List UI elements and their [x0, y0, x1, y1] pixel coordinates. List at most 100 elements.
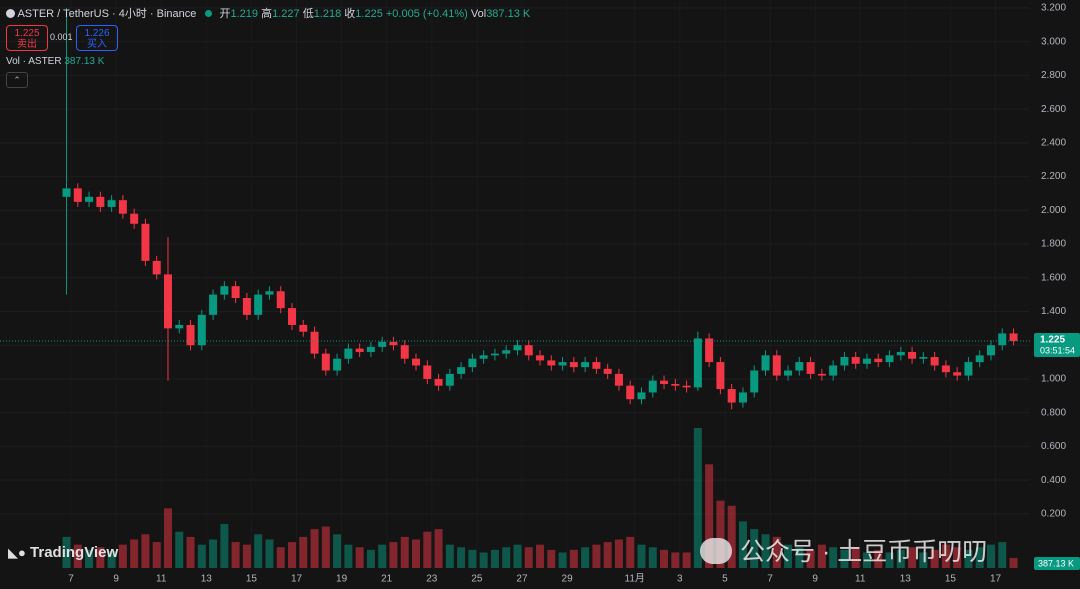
- volume-label-box: [1034, 557, 1080, 570]
- candle-body: [569, 362, 578, 368]
- candle-body: [344, 348, 353, 359]
- candle-body: [603, 368, 612, 374]
- candle-body: [321, 353, 330, 371]
- candle-body: [242, 297, 251, 315]
- candle-body: [490, 353, 499, 356]
- x-tick-label: 25: [471, 574, 483, 585]
- candle-body: [445, 373, 454, 386]
- volume-bar: [490, 549, 499, 568]
- volume-bar: [862, 552, 871, 568]
- candle-body: [795, 362, 804, 371]
- volume-bar: [761, 534, 770, 568]
- collapse-button[interactable]: ⌃: [6, 72, 28, 88]
- volume-bar: [276, 547, 285, 568]
- candle-body: [152, 260, 161, 275]
- candle-body: [73, 188, 82, 202]
- x-tick-label: 29: [562, 574, 574, 585]
- open-value: 1.219: [230, 8, 259, 20]
- y-tick-label: 2.600: [1041, 104, 1066, 115]
- candle-body: [310, 331, 319, 354]
- volume-bar: [795, 547, 804, 568]
- candle-body: [874, 358, 883, 363]
- candle-body: [806, 362, 815, 374]
- volume-bar: [682, 552, 691, 568]
- volume-bar: [389, 542, 398, 568]
- volume-legend-name: Vol · ASTER: [6, 56, 62, 67]
- volume-bar: [197, 544, 206, 568]
- volume-legend-value: 387.13 K: [64, 56, 105, 67]
- x-tick-label: 3: [677, 574, 683, 585]
- candle-body: [671, 384, 680, 386]
- candle-body: [389, 341, 398, 346]
- x-tick-label: 7: [767, 574, 773, 585]
- volume-bar: [513, 544, 522, 568]
- y-tick-label: 2.000: [1041, 205, 1066, 216]
- volume-bar: [457, 547, 466, 568]
- volume-bar: [885, 552, 894, 568]
- volume-bar: [874, 549, 883, 568]
- candle-body: [896, 351, 905, 356]
- candle-body: [355, 348, 364, 352]
- volume-bar: [434, 529, 443, 568]
- y-tick-label: 0.200: [1041, 509, 1066, 520]
- volume-bar: [209, 539, 218, 568]
- logo-text: TradingView: [30, 544, 119, 561]
- candle-body: [705, 338, 714, 363]
- sell-button[interactable]: 1.225 卖出: [6, 25, 48, 51]
- candle-body: [772, 355, 781, 376]
- volume-bar: [851, 547, 860, 568]
- candle-body: [840, 357, 849, 366]
- logo: ◣● TradingView: [8, 544, 119, 561]
- candle-body: [817, 373, 826, 376]
- symbol-icon: [6, 9, 15, 18]
- candle-body: [287, 308, 296, 325]
- spread: 0.001: [50, 32, 73, 42]
- volume-bar: [287, 542, 296, 568]
- volume-bar: [547, 549, 556, 568]
- watermark: 公众号 · 土豆币币叨叨: [700, 532, 987, 568]
- candle-body: [400, 345, 409, 359]
- countdown: 03:51:54: [1040, 345, 1075, 355]
- sell-label: 卖出: [17, 39, 37, 50]
- y-tick-label: 3.200: [1041, 3, 1066, 14]
- volume-bar: [321, 526, 330, 568]
- x-tick-label: 11: [855, 574, 866, 585]
- volume-bar: [660, 549, 669, 568]
- volume-bar: [930, 549, 939, 568]
- volume-bar: [265, 539, 274, 568]
- volume-bar: [614, 539, 623, 568]
- volume-bar: [637, 544, 646, 568]
- volume-bar: [310, 529, 319, 568]
- candle-body: [975, 355, 984, 363]
- x-tick-label: 27: [516, 574, 528, 585]
- volume-bar: [592, 544, 601, 568]
- volume-bar: [62, 536, 71, 568]
- candle-body: [964, 362, 973, 376]
- candle-body: [727, 389, 736, 403]
- x-tick-label: 15: [945, 574, 957, 585]
- volume-bar: [829, 547, 838, 568]
- candle-body: [941, 365, 950, 373]
- candle-body: [479, 355, 488, 359]
- candle-body: [513, 345, 522, 351]
- candle-body: [130, 213, 139, 224]
- volume-bar: [152, 542, 161, 568]
- candle-body: [851, 357, 860, 364]
- candle-body: [107, 200, 116, 207]
- volume-bar: [231, 542, 240, 568]
- volume-bar: [919, 552, 928, 568]
- volume-bar: [175, 531, 184, 568]
- candle-body: [750, 370, 759, 393]
- candle-body: [614, 373, 623, 386]
- x-tick-label: 17: [291, 574, 303, 585]
- candle-body: [716, 362, 725, 390]
- buy-button[interactable]: 1.226 买入: [76, 25, 118, 51]
- volume-bar: [738, 521, 747, 568]
- volume-bar: [378, 544, 387, 568]
- symbol[interactable]: ASTER / TetherUS · 4小时 · Binance: [17, 8, 197, 20]
- volume-bar: [716, 500, 725, 568]
- volume-bar: [254, 534, 263, 568]
- volume-bar: [412, 539, 421, 568]
- volume-bar: [626, 536, 635, 568]
